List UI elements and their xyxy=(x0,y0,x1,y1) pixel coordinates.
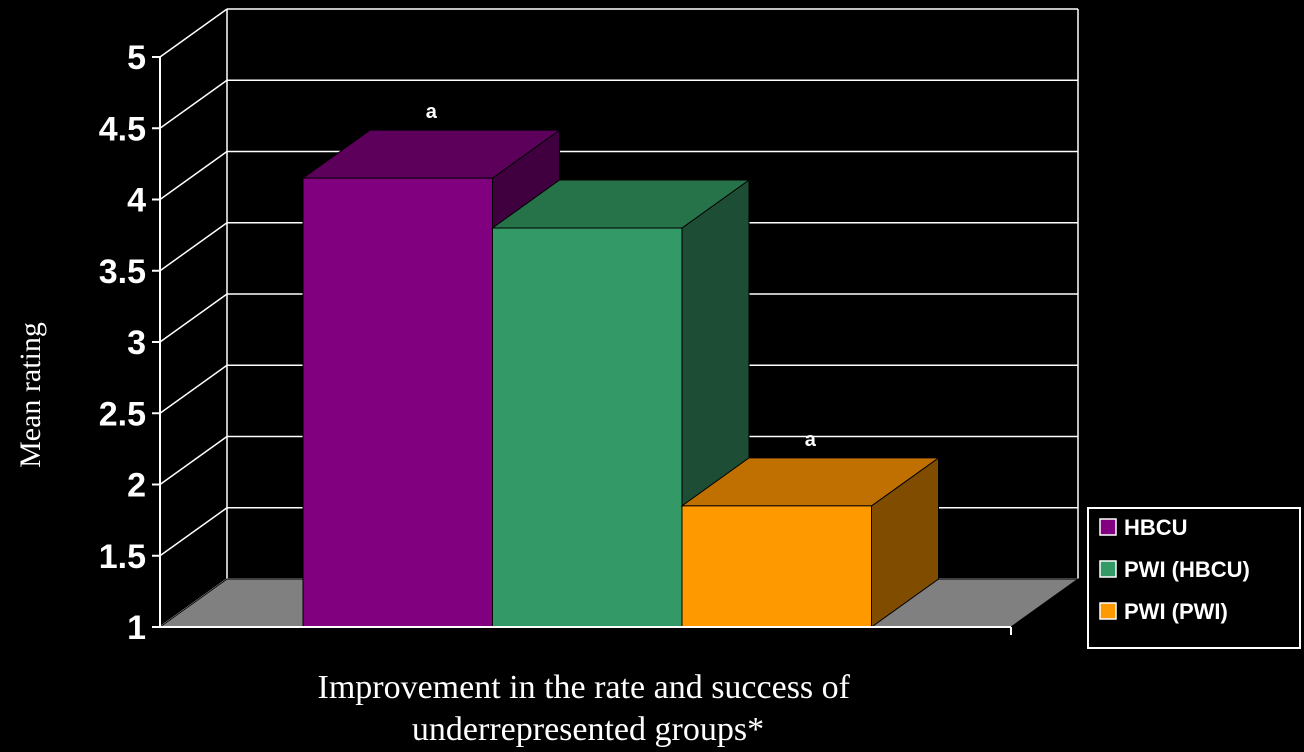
legend-swatch xyxy=(1099,518,1117,536)
gridline-diagonal xyxy=(159,364,228,414)
legend-label: HBCU xyxy=(1124,515,1188,540)
data-label: a xyxy=(805,429,817,451)
legend-swatch xyxy=(1099,602,1117,620)
y-tick-label: 2 xyxy=(127,467,146,505)
gridline-diagonal xyxy=(159,507,228,557)
gridline-diagonal xyxy=(159,435,228,486)
x-axis-label-line-2: underrepresented groups* xyxy=(412,711,764,748)
gridline-diagonal xyxy=(159,222,228,272)
legend-item: HBCU xyxy=(1099,515,1188,540)
gridline-diagonal xyxy=(159,150,228,201)
legend-label: PWI (HBCU) xyxy=(1124,557,1250,582)
legend-label: PWI (PWI) xyxy=(1124,599,1228,624)
y-tick-labels: 1 1.5 2 2.5 3 3.5 4 4.5 5 xyxy=(99,39,146,647)
x-axis-label: Improvement in the rate and success of u… xyxy=(318,669,859,748)
bar-front xyxy=(302,177,493,628)
y-tick-label: 1 xyxy=(127,609,146,647)
gridline-diagonal xyxy=(159,293,228,343)
y-tick-label: 2.5 xyxy=(99,395,146,433)
y-tick-label: 3.5 xyxy=(99,253,146,291)
legend-box xyxy=(1087,507,1301,649)
legend-item: PWI (PWI) xyxy=(1099,599,1228,624)
bar-front xyxy=(681,505,872,628)
x-axis-label-line-1: Improvement in the rate and success of xyxy=(318,669,851,706)
gridline-diagonal xyxy=(159,8,228,58)
data-label: a xyxy=(426,101,438,123)
gridline-diagonal xyxy=(159,79,228,129)
bar-pwi-hbcu xyxy=(490,179,751,628)
y-axis xyxy=(152,56,1012,635)
y-tick-label: 5 xyxy=(127,39,146,77)
y-tick-label: 1.5 xyxy=(99,538,146,576)
legend: HBCU PWI (HBCU) PWI (PWI) xyxy=(1087,507,1301,649)
bar-front xyxy=(492,227,683,628)
y-tick-label: 4 xyxy=(127,182,146,220)
legend-item: PWI (HBCU) xyxy=(1099,557,1250,582)
y-axis-label: Mean rating xyxy=(14,322,47,468)
y-tick-label: 3 xyxy=(127,324,146,362)
bar-pwi-pwi: a xyxy=(680,429,941,628)
y-tick-label: 4.5 xyxy=(99,110,146,148)
bars: aa xyxy=(301,101,941,628)
legend-swatch xyxy=(1099,560,1117,578)
